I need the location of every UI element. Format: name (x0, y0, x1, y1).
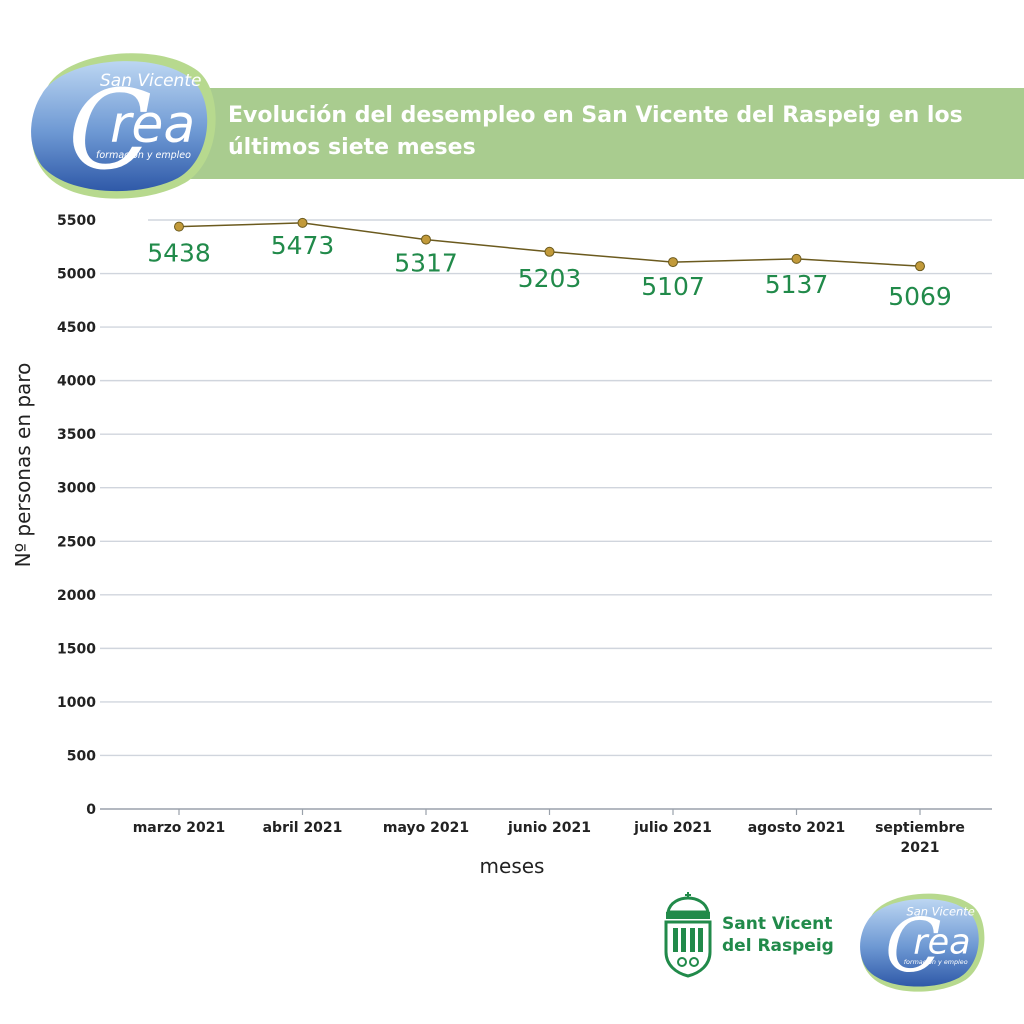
svg-text:San Vicente: San Vicente (907, 905, 975, 919)
title-banner (170, 88, 1024, 179)
x-tick-label: agosto 2021 (748, 820, 846, 836)
data-point (544, 246, 555, 257)
x-axis-title: meses (480, 854, 545, 878)
x-tick-label: junio 2021 (507, 820, 591, 836)
y-axis-title: Nº personas en paro (11, 363, 35, 568)
crea-logo-small: C San Vicente rea formación y empleo (860, 893, 985, 992)
crea-logo: C San Vicente rea formación y empleo (31, 53, 216, 199)
data-label: 5473 (271, 231, 335, 260)
data-point (668, 257, 678, 268)
chart-title: Evolución del desempleo en San Vicente d… (228, 103, 963, 160)
crea-logo-word: rea (110, 95, 195, 155)
data-label: 5203 (518, 264, 582, 293)
x-tick-label: julio 2021 (633, 820, 712, 836)
y-tick-label: 5500 (57, 213, 96, 229)
data-point (297, 217, 308, 228)
data-label: 5069 (888, 282, 952, 311)
svg-text:formación y empleo: formación y empleo (904, 958, 968, 966)
y-tick-label: 3000 (57, 481, 96, 497)
data-point (915, 261, 925, 272)
y-tick-label: 2000 (57, 588, 96, 604)
data-label: 5317 (394, 249, 458, 278)
y-tick-label: 5000 (57, 267, 96, 283)
data-label: 5137 (765, 270, 829, 299)
crea-logo-c: C (68, 66, 152, 194)
x-tick-label: mayo 2021 (383, 820, 469, 836)
data-point (174, 221, 184, 232)
y-tick-label: 0 (86, 802, 96, 818)
svg-text:rea: rea (913, 921, 970, 962)
data-point (791, 253, 802, 264)
svg-text:C: C (885, 903, 942, 989)
x-tick-label: septiembre (875, 820, 965, 836)
crea-logo-tagline: formación y empleo (96, 150, 191, 161)
crea-logo-top-text: San Vicente (100, 71, 201, 91)
y-tick-label: 2500 (57, 534, 96, 550)
x-tick-label: 2021 (901, 840, 940, 856)
y-tick-label: 4500 (57, 320, 96, 336)
y-tick-label: 1500 (57, 641, 96, 657)
town-crest-icon (664, 892, 712, 978)
y-tick-label: 1000 (57, 695, 96, 711)
x-tick-label: marzo 2021 (133, 820, 226, 836)
town-name: Sant Vicent del Raspeig (722, 914, 834, 956)
y-tick-label: 3500 (57, 427, 96, 443)
data-label: 5107 (641, 272, 705, 301)
data-label: 5438 (147, 239, 211, 268)
y-tick-label: 4000 (57, 374, 96, 390)
y-tick-label: 500 (67, 748, 96, 764)
x-tick-label: abril 2021 (263, 820, 343, 836)
data-point (421, 234, 431, 245)
